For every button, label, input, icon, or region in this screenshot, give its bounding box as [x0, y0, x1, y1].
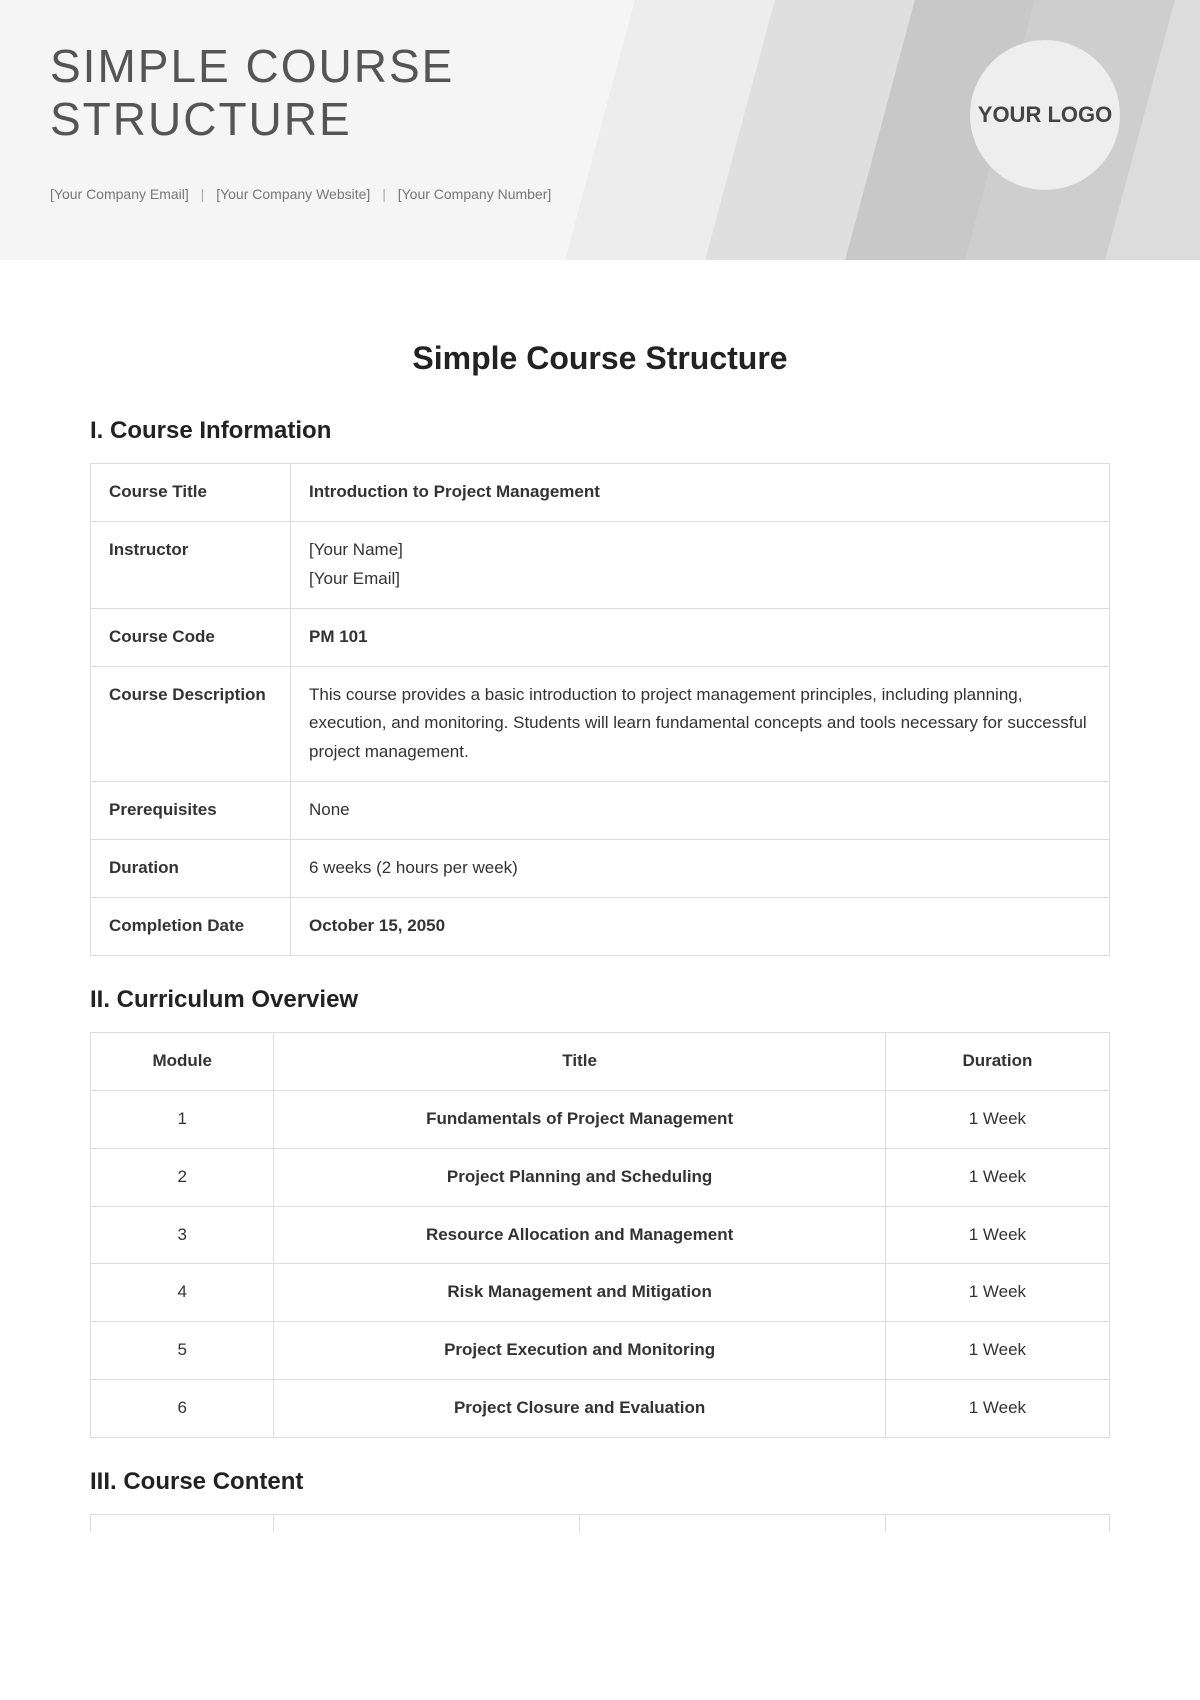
info-value: 6 weeks (2 hours per week)	[291, 840, 1110, 898]
course-content-table-partial	[90, 1514, 1110, 1532]
module-cell: 5	[91, 1322, 274, 1380]
duration-cell: 1 Week	[885, 1264, 1109, 1322]
logo-placeholder: YOUR LOGO	[970, 40, 1120, 190]
table-row: Completion DateOctober 15, 2050	[91, 898, 1110, 956]
col-duration: Duration	[885, 1032, 1109, 1090]
info-value: None	[291, 782, 1110, 840]
col-module: Module	[91, 1032, 274, 1090]
info-label: Course Title	[91, 464, 291, 522]
info-value: [Your Name] [Your Email]	[291, 521, 1110, 608]
info-value: This course provides a basic introductio…	[291, 666, 1110, 782]
document-body: Simple Course Structure I. Course Inform…	[0, 260, 1200, 1572]
company-email: [Your Company Email]	[50, 186, 189, 202]
title-cell: Project Planning and Scheduling	[274, 1148, 885, 1206]
module-cell: 4	[91, 1264, 274, 1322]
title-cell: Resource Allocation and Management	[274, 1206, 885, 1264]
section-heading-info: I. Course Information	[90, 417, 1110, 445]
curriculum-table: Module Title Duration 1Fundamentals of P…	[90, 1032, 1110, 1438]
info-label: Course Code	[91, 608, 291, 666]
duration-cell: 1 Week	[885, 1090, 1109, 1148]
duration-cell: 1 Week	[885, 1380, 1109, 1438]
document-title: Simple Course Structure	[90, 340, 1110, 377]
module-cell: 3	[91, 1206, 274, 1264]
col-title: Title	[274, 1032, 885, 1090]
document-header: SIMPLE COURSE STRUCTURE YOUR LOGO [Your …	[0, 0, 1200, 260]
duration-cell: 1 Week	[885, 1148, 1109, 1206]
info-label: Duration	[91, 840, 291, 898]
company-meta: [Your Company Email] | [Your Company Web…	[50, 186, 1150, 202]
info-value: PM 101	[291, 608, 1110, 666]
table-row: 4Risk Management and Mitigation1 Week	[91, 1264, 1110, 1322]
separator: |	[201, 186, 205, 202]
duration-cell: 1 Week	[885, 1322, 1109, 1380]
title-cell: Project Closure and Evaluation	[274, 1380, 885, 1438]
header-title: SIMPLE COURSE STRUCTURE	[50, 40, 650, 146]
section-heading-curriculum: II. Curriculum Overview	[90, 986, 1110, 1014]
table-row: Course DescriptionThis course provides a…	[91, 666, 1110, 782]
separator: |	[382, 186, 386, 202]
table-row: 6Project Closure and Evaluation1 Week	[91, 1380, 1110, 1438]
module-cell: 2	[91, 1148, 274, 1206]
info-label: Completion Date	[91, 898, 291, 956]
table-row: Course TitleIntroduction to Project Mana…	[91, 464, 1110, 522]
section-heading-content: III. Course Content	[90, 1468, 1110, 1496]
table-row: 5Project Execution and Monitoring1 Week	[91, 1322, 1110, 1380]
title-cell: Project Execution and Monitoring	[274, 1322, 885, 1380]
table-row: Instructor[Your Name] [Your Email]	[91, 521, 1110, 608]
info-label: Course Description	[91, 666, 291, 782]
info-value: October 15, 2050	[291, 898, 1110, 956]
table-row: Duration6 weeks (2 hours per week)	[91, 840, 1110, 898]
company-number: [Your Company Number]	[398, 186, 552, 202]
module-cell: 6	[91, 1380, 274, 1438]
table-row: 3Resource Allocation and Management1 Wee…	[91, 1206, 1110, 1264]
course-info-table: Course TitleIntroduction to Project Mana…	[90, 463, 1110, 956]
info-label: Prerequisites	[91, 782, 291, 840]
module-cell: 1	[91, 1090, 274, 1148]
table-row: Course CodePM 101	[91, 608, 1110, 666]
table-row: 1Fundamentals of Project Management1 Wee…	[91, 1090, 1110, 1148]
info-label: Instructor	[91, 521, 291, 608]
table-header-row: Module Title Duration	[91, 1032, 1110, 1090]
duration-cell: 1 Week	[885, 1206, 1109, 1264]
title-cell: Fundamentals of Project Management	[274, 1090, 885, 1148]
title-cell: Risk Management and Mitigation	[274, 1264, 885, 1322]
info-value: Introduction to Project Management	[291, 464, 1110, 522]
table-row: 2Project Planning and Scheduling1 Week	[91, 1148, 1110, 1206]
company-website: [Your Company Website]	[216, 186, 370, 202]
table-row: PrerequisitesNone	[91, 782, 1110, 840]
